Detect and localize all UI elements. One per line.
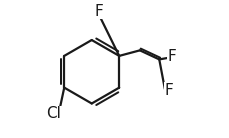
- Text: F: F: [165, 83, 173, 98]
- Text: Cl: Cl: [46, 106, 61, 121]
- Text: F: F: [95, 4, 104, 18]
- Text: F: F: [167, 49, 176, 64]
